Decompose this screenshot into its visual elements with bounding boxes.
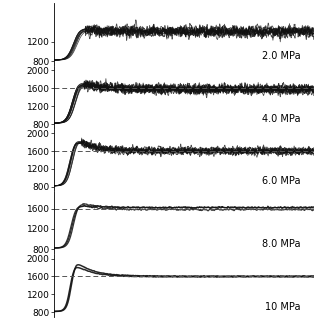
Text: 10 MPa: 10 MPa — [265, 302, 301, 312]
Text: 4.0 MPa: 4.0 MPa — [262, 114, 301, 124]
Text: 8.0 MPa: 8.0 MPa — [262, 239, 301, 249]
Text: 6.0 MPa: 6.0 MPa — [262, 176, 301, 186]
Text: 2.0 MPa: 2.0 MPa — [262, 51, 301, 61]
